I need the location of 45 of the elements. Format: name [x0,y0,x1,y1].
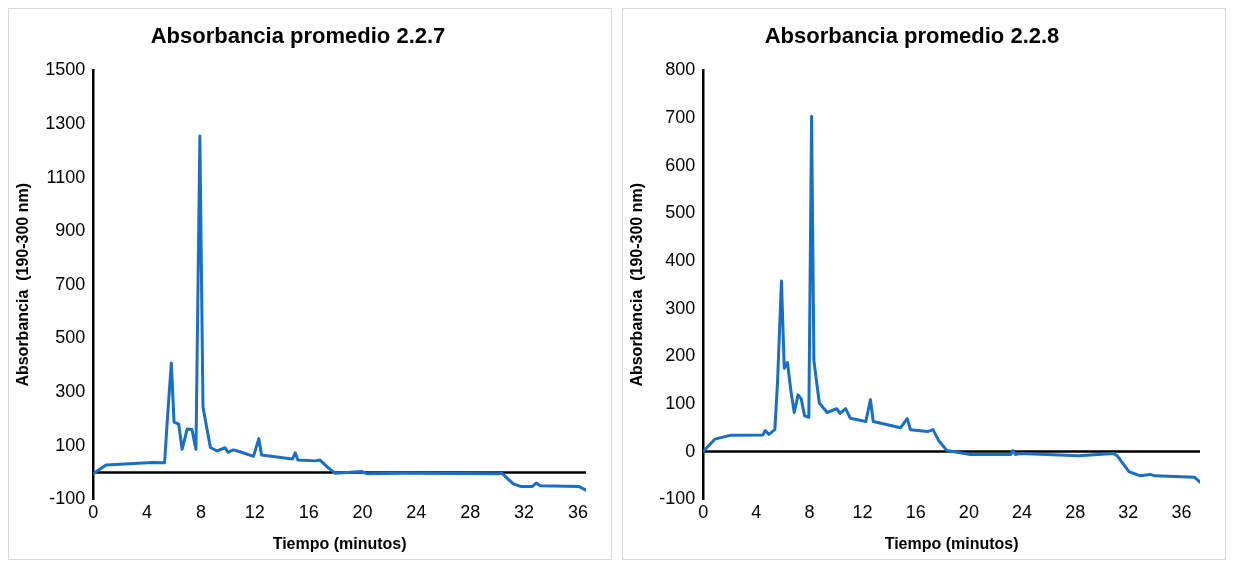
y-tick-label: 500 [55,327,86,348]
x-tick-label: 12 [244,501,265,522]
x-tick-label: 8 [195,501,206,522]
x-tick-label: 12 [852,501,873,522]
y-tick-label: -100 [49,488,86,509]
y-tick-label: 700 [665,107,696,128]
x-tick-label: 20 [352,501,373,522]
x-tick-label: 28 [1065,501,1086,522]
x-axis-title: Tiempo (minutos) [272,534,407,552]
chart-title: Absorbancia promedio 2.2.8 [764,23,1060,49]
y-tick-label: 300 [665,297,696,318]
y-tick-label: -100 [659,488,696,509]
y-tick-label: 900 [55,220,86,241]
x-tick-label: 32 [514,501,535,522]
x-tick-label: 16 [298,501,319,522]
y-tick-label: 1500 [45,59,86,80]
x-tick-label: 0 [698,501,709,522]
y-axis-title: Absorbancia (190-300 nm) [14,182,32,387]
x-tick-label: 36 [1171,501,1192,522]
y-tick-label: 1300 [45,112,86,133]
x-tick-label: 8 [804,501,815,522]
y-tick-label: 1100 [46,166,86,187]
y-tick-label: 300 [55,380,86,401]
x-tick-label: 20 [958,501,979,522]
x-tick-label: 4 [751,501,762,522]
y-tick-label: 800 [665,59,696,80]
chart-title: Absorbancia promedio 2.2.7 [150,23,446,49]
x-tick-label: 36 [567,501,588,522]
x-tick-label: 4 [142,501,153,522]
y-tick-label: 700 [55,273,86,294]
y-tick-label: 400 [665,249,696,270]
y-tick-label: 600 [665,154,696,175]
x-tick-label: 24 [406,501,427,522]
y-tick-label: 100 [665,392,696,413]
x-tick-label: 32 [1118,501,1139,522]
x-tick-label: 16 [905,501,926,522]
x-tick-label: 28 [460,501,481,522]
y-tick-label: 0 [685,440,696,461]
x-tick-label: 24 [1012,501,1033,522]
y-tick-label: 500 [665,202,696,223]
y-axis-title: Absorbancia (190-300 nm) [628,182,646,387]
y-tick-label: 200 [665,345,696,366]
x-tick-label: 0 [88,501,99,522]
x-axis-title: Tiempo (minutos) [884,534,1019,552]
y-tick-label: 100 [55,434,86,455]
